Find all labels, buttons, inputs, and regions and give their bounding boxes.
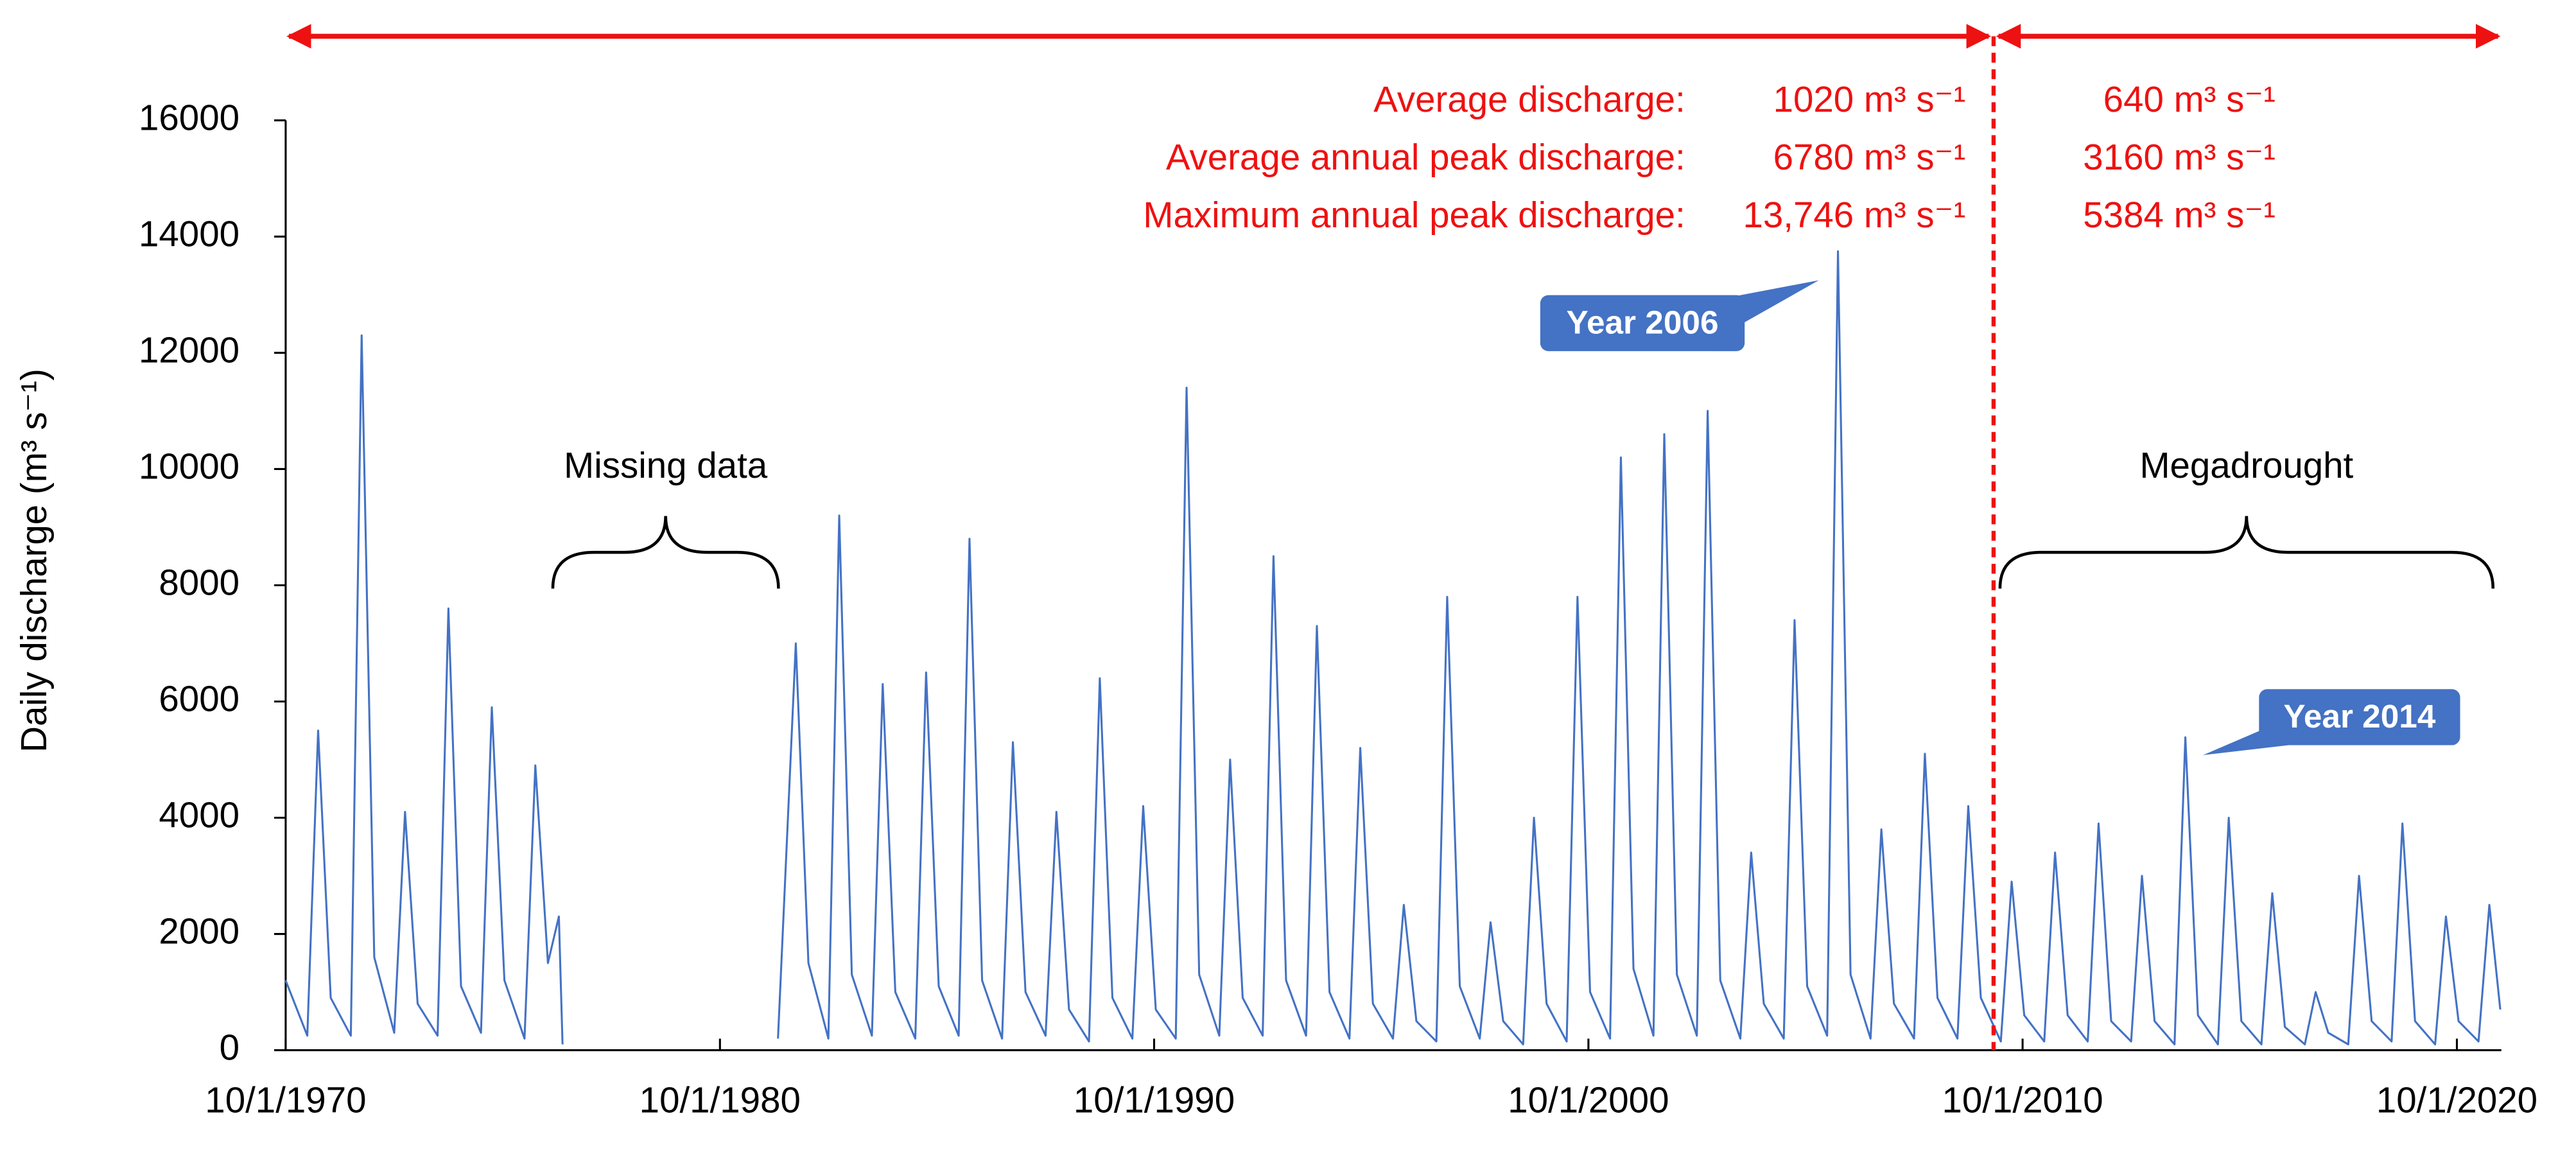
callout-box: [1540, 295, 1745, 351]
stat-after: 3160 m³ s⁻¹: [2083, 137, 2276, 177]
callout-2006: Year 2006: [1540, 280, 1819, 351]
callout-box: [2259, 689, 2460, 745]
x-tick-label: 10/1/1970: [205, 1080, 366, 1120]
stat-before: 13,746 m³ s⁻¹: [1743, 195, 1965, 235]
y-axis-label: Daily discharge (m³ s⁻¹): [13, 369, 54, 753]
brace-label: Missing data: [564, 445, 768, 485]
stat-label: Average annual peak discharge:: [1166, 137, 1685, 177]
y-tick-label: 4000: [159, 794, 239, 835]
y-tick-label: 0: [220, 1027, 239, 1067]
brace: [1998, 516, 2495, 589]
y-tick-label: 14000: [139, 213, 239, 254]
y-tick-label: 12000: [139, 329, 239, 370]
brace-label: Megadrought: [2139, 445, 2353, 485]
callout-text: Year 2006: [1567, 304, 1719, 340]
stat-after: 5384 m³ s⁻¹: [2083, 195, 2276, 235]
y-tick-label: 10000: [139, 446, 239, 486]
x-tick-label: 10/1/2020: [2376, 1080, 2537, 1120]
x-tick-label: 10/1/2010: [1942, 1080, 2103, 1120]
discharge-line: [284, 250, 2502, 1046]
y-tick-label: 6000: [159, 678, 239, 719]
stat-before: 1020 m³ s⁻¹: [1773, 79, 1966, 119]
y-tick-label: 2000: [159, 911, 239, 951]
callout-text: Year 2014: [2283, 698, 2435, 735]
stat-before: 6780 m³ s⁻¹: [1773, 137, 1966, 177]
stat-label: Maximum annual peak discharge:: [1143, 195, 1685, 235]
y-tick-label: 16000: [139, 97, 239, 137]
stat-label: Average discharge:: [1373, 79, 1685, 119]
y-tick-label: 8000: [159, 562, 239, 602]
x-tick-label: 10/1/1980: [640, 1080, 801, 1120]
x-tick-label: 10/1/2000: [1508, 1080, 1669, 1120]
x-tick-label: 10/1/1990: [1074, 1080, 1235, 1120]
callout-2014: Year 2014: [2203, 689, 2460, 755]
stat-after: 640 m³ s⁻¹: [2103, 79, 2276, 119]
brace: [551, 516, 780, 589]
